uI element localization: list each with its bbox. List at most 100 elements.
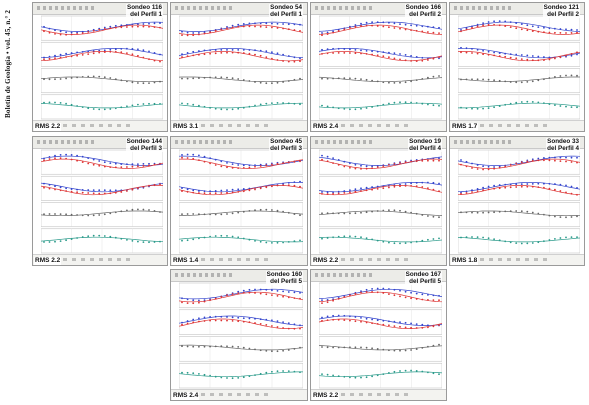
- data-point: [65, 187, 67, 190]
- data-point: [65, 239, 67, 242]
- data-point: [482, 53, 484, 56]
- data-point: [570, 106, 573, 108]
- data-point: [559, 28, 562, 30]
- data-point: [92, 234, 95, 237]
- data-point: [509, 26, 512, 28]
- sondeo-label: Sondeo 19 del Perfil 4: [408, 138, 442, 152]
- data-point: [43, 241, 45, 243]
- data-point: [332, 162, 334, 164]
- data-point: [287, 322, 290, 325]
- data-point: [276, 241, 279, 244]
- data-point: [393, 185, 396, 188]
- data-point: [203, 155, 206, 158]
- data-point: [520, 58, 523, 60]
- data-point: [159, 103, 161, 105]
- data-point: [203, 32, 206, 35]
- data-point: [576, 53, 578, 56]
- data-point: [354, 292, 357, 295]
- data-point: [343, 296, 346, 298]
- data-point: [376, 348, 379, 350]
- data-point: [399, 58, 401, 61]
- data-point: [137, 25, 139, 28]
- data-point: [293, 370, 296, 373]
- data-point: [87, 214, 90, 217]
- data-point: [259, 25, 262, 28]
- data-point: [354, 190, 357, 193]
- data-point: [293, 56, 296, 59]
- data-point: [254, 292, 256, 294]
- data-point: [404, 183, 407, 185]
- data-point: [388, 26, 390, 29]
- data-point: [570, 185, 573, 188]
- data-point: [515, 22, 518, 24]
- data-point: [337, 192, 340, 195]
- sondeo-label: Sondeo 121 del Perfil 2: [542, 4, 580, 18]
- data-point: [415, 298, 418, 300]
- data-point: [137, 208, 139, 211]
- data-point: [427, 299, 429, 301]
- data-point: [81, 51, 84, 53]
- data-point: [142, 208, 145, 211]
- data-point: [48, 78, 51, 81]
- data-point: [81, 76, 84, 78]
- data-point: [382, 240, 385, 243]
- data-point: [415, 212, 418, 215]
- data-point: [548, 58, 551, 61]
- data-point: [120, 210, 123, 213]
- data-point: [299, 185, 301, 188]
- data-point: [48, 57, 51, 60]
- data-point: [438, 159, 440, 162]
- data-point: [343, 52, 346, 54]
- data-point: [54, 185, 56, 188]
- data-point: [476, 78, 479, 81]
- data-point: [570, 156, 573, 159]
- data-point: [226, 108, 228, 111]
- data-point: [186, 345, 189, 348]
- data-point: [432, 215, 435, 218]
- data-point: [76, 154, 78, 157]
- data-point: [114, 26, 117, 29]
- data-point: [404, 161, 407, 164]
- model-curve: [41, 24, 163, 35]
- data-point: [237, 316, 240, 319]
- data-point: [326, 315, 329, 318]
- data-point: [371, 188, 373, 191]
- data-point: [509, 186, 512, 189]
- data-point: [476, 23, 479, 26]
- data-point: [404, 101, 407, 104]
- data-point: [276, 326, 279, 328]
- data-point: [537, 212, 540, 215]
- data-point: [103, 28, 106, 30]
- rms-label: RMS 2.2: [34, 123, 62, 131]
- data-point: [192, 157, 195, 160]
- data-point: [421, 30, 424, 33]
- data-point: [103, 189, 106, 192]
- data-point: [276, 52, 279, 55]
- data-point: [54, 154, 56, 157]
- data-point: [248, 105, 251, 108]
- data-point: [237, 346, 240, 348]
- data-point: [487, 165, 490, 168]
- data-point: [59, 56, 62, 59]
- data-point: [520, 242, 523, 245]
- data-point: [153, 52, 156, 54]
- data-point: [92, 75, 95, 78]
- mt-panel-2: Sondeo 54 del Perfil 1 RMS 3.1: [170, 2, 308, 132]
- data-point: [259, 292, 262, 295]
- data-point: [548, 214, 551, 217]
- data-point: [142, 163, 145, 165]
- data-point: [427, 31, 429, 33]
- data-point: [276, 350, 279, 353]
- data-point: [371, 79, 373, 82]
- data-point: [137, 103, 139, 106]
- data-point: [59, 213, 62, 215]
- data-point: [531, 211, 534, 214]
- data-point: [421, 327, 424, 329]
- data-point: [153, 210, 156, 212]
- data-point: [65, 52, 67, 55]
- data-point: [438, 237, 440, 240]
- data-point: [471, 162, 473, 165]
- data-point: [415, 29, 418, 32]
- data-point: [299, 57, 301, 60]
- panel-statusbar: [311, 254, 446, 265]
